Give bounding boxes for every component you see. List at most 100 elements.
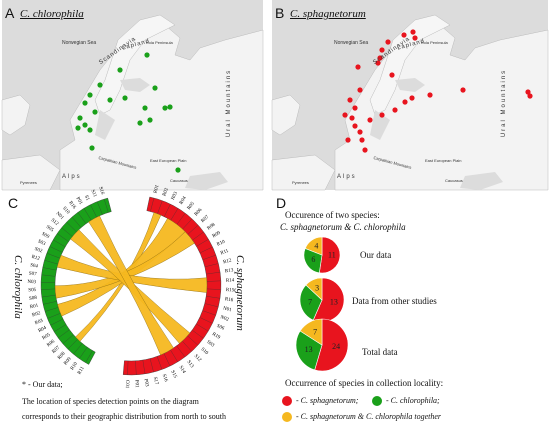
chord-ribbon (54, 231, 195, 299)
chord-right-species-label: C. sphagnetorum (234, 255, 246, 331)
chord-tick (67, 339, 78, 350)
chord-tick (206, 288, 221, 290)
chord-tick (187, 224, 199, 235)
legend-chloro-dot (372, 396, 382, 406)
map-b-label-caucasus: Caucasus (445, 178, 463, 183)
map-b-occurrence-dot (377, 55, 383, 61)
map-a-occurrence-dot (167, 104, 173, 110)
chord-tick (150, 197, 155, 212)
chord-tick (43, 301, 57, 305)
map-b-occurrence-dot (352, 123, 358, 129)
legend-sphag-dot (282, 396, 292, 406)
map-b-occurrence-dot (355, 64, 361, 70)
chord-tick (57, 233, 69, 242)
chord-tick (202, 254, 216, 260)
map-b-occurrence-dot (367, 117, 373, 123)
map-b-france (271, 154, 336, 191)
map-a-occurrence-dot (144, 52, 150, 58)
chord-tick (53, 239, 66, 247)
chord-tick (163, 353, 171, 367)
chord-label-right: R04 (179, 196, 188, 206)
chord-label-right: R02 (162, 187, 170, 197)
chord-tick (142, 360, 146, 374)
map-b-baltic (370, 110, 390, 140)
map-a-label-norwegian-sea: Norwegian Sea (62, 40, 97, 46)
chord-label-left: R03 (34, 318, 44, 326)
pie-slice-value: 7 (313, 327, 317, 336)
map-b-occurrence-dot (527, 93, 533, 99)
chord-label-right: N01 (222, 306, 232, 313)
chord-tick (202, 310, 216, 316)
map-b-label-kola: Kola Peninsula (421, 40, 448, 45)
map-b-occurrence-dot (347, 97, 353, 103)
chord-left-species-label: C. chlorophila (12, 255, 24, 319)
chord-label-right: P01 (133, 380, 138, 389)
chord-legend-star: * - Our data; (22, 380, 63, 389)
map-b-occurrence-dot (409, 95, 415, 101)
chord-label-right: R03 (171, 191, 179, 201)
chord-tick (50, 318, 64, 326)
chord-label-left: P01 (75, 196, 84, 206)
chord-tick (66, 222, 77, 233)
chord-tick (170, 349, 178, 363)
chord-label-left: S02 (34, 247, 44, 255)
map-b-occurrence-dot (357, 87, 363, 93)
map-a-label-kola: Kola Peninsula (146, 40, 173, 45)
map-a-title: C. chlorophila (20, 8, 84, 20)
chord-label-right: S14 (178, 365, 187, 375)
chord-tick (46, 253, 60, 259)
map-a-occurrence-dot (82, 100, 88, 106)
chord-label-left: R01 (30, 303, 40, 310)
chord-label-left: R02 (32, 311, 42, 318)
chord-tick (149, 358, 154, 373)
pie-slice-together (305, 277, 323, 301)
map-b-caspian-sea (460, 172, 503, 190)
chord-tick (97, 201, 103, 215)
map-a-label-caucasus: Caucasus (170, 178, 188, 183)
pie-label-2: Total data (362, 347, 398, 357)
map-b-occurrence-dot (401, 32, 407, 38)
map-b-occurrence-dot (345, 137, 351, 143)
map-b-occurrence-dot (385, 39, 391, 45)
chord-ribbon (56, 254, 208, 293)
map-b-occurrence-dot (349, 115, 355, 121)
chord-label-right: S17 (152, 376, 159, 385)
chord-label-left: S07 (29, 272, 38, 278)
chord-segment-sphagnetorum (122, 196, 222, 376)
chord-label-right: R16 (224, 297, 233, 303)
map-b-occurrence-dot (359, 137, 365, 143)
chord-label-right: R01 (153, 184, 160, 194)
chord-tick (54, 324, 67, 332)
map-a-label-east-european: East European Plain (150, 158, 187, 163)
chord-label-left: R10 (70, 361, 79, 371)
legend-chloro-label: - C. chlorophila; (386, 396, 440, 405)
pie-slice-sphag (318, 236, 341, 274)
map-b-occurrence-dot (342, 112, 348, 118)
pie-slice-value: 6 (311, 255, 315, 264)
chord-label-right: S13 (185, 360, 194, 370)
legend-sphag-label: - C. sphagnetorum; (296, 396, 359, 405)
map-b (271, 0, 549, 191)
chord-label-right: R06 (194, 207, 204, 217)
map-a-occurrence-dot (87, 127, 93, 133)
map-a-occurrence-dot (75, 125, 81, 131)
chord-label-left: S1 (83, 195, 90, 202)
pie-slice-sphag (314, 318, 349, 372)
chord-label-left: S16 (97, 186, 104, 195)
map-b-occurrence-dot (460, 87, 466, 93)
chord-label-left: S09 (41, 232, 51, 240)
map-a-occurrence-dot (137, 120, 143, 126)
map-a-caspian-sea (185, 172, 228, 190)
chord-label-left: N01 (55, 211, 65, 221)
chord-tick (73, 343, 83, 355)
chord-label-left: R11 (77, 366, 86, 376)
chord-label-left: R04 (38, 326, 48, 334)
chord-tick (192, 329, 204, 339)
map-b-occurrence-dot (525, 89, 531, 95)
map-b-occurrence-dot (379, 112, 385, 118)
map-b-occurrence-dot (352, 105, 358, 111)
chord-tick (182, 218, 193, 230)
map-b-gulf (395, 78, 425, 92)
chord-tick (157, 200, 163, 214)
chord-label-right: P03 (143, 379, 149, 388)
